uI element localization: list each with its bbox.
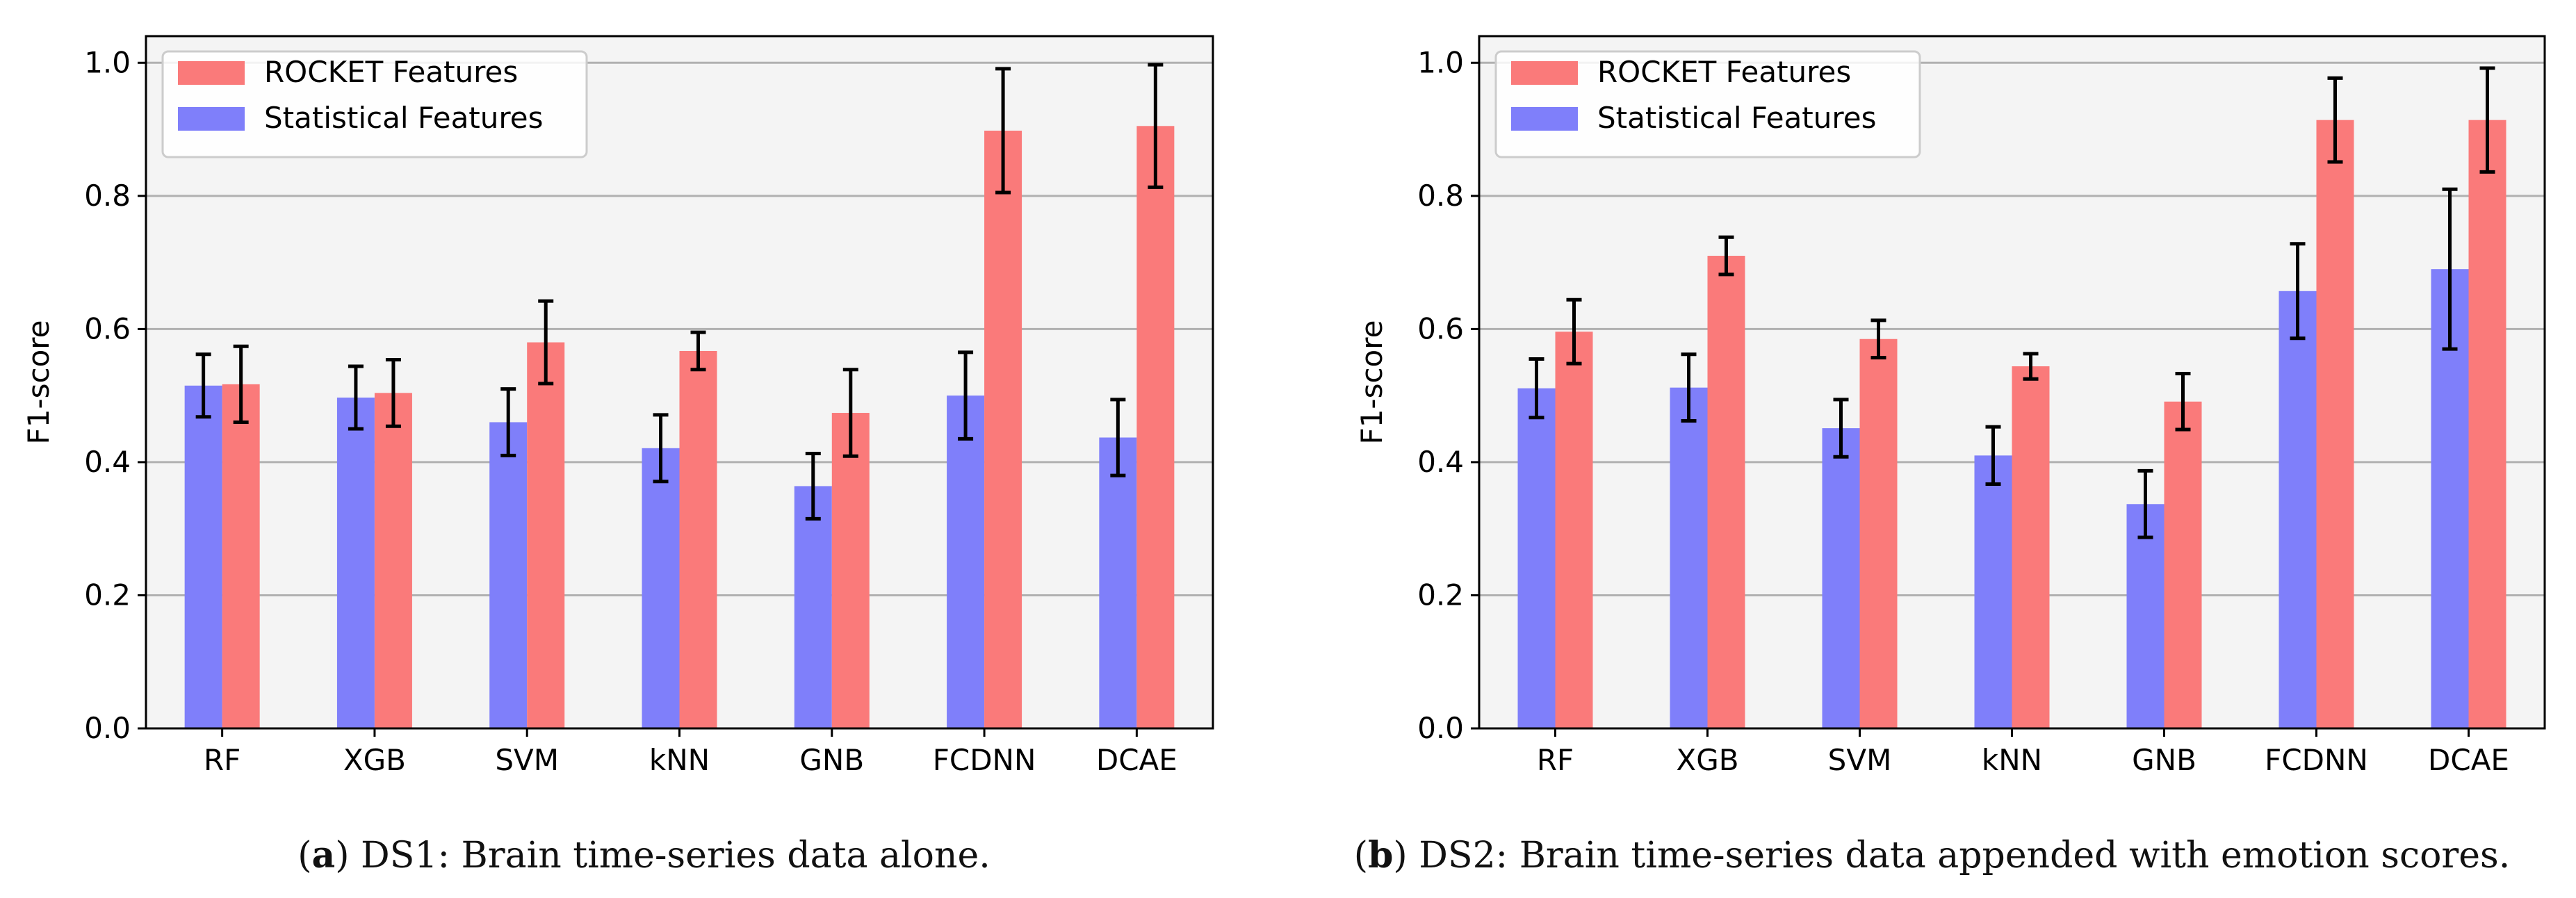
bar-statistical-rf [1517,388,1556,728]
legend: ROCKET Features Statistical Features [161,50,588,158]
bar-rocket-gnb [2164,401,2202,728]
y-tick-label: 0.2 [84,578,131,612]
bar-rocket-svm [1859,338,1898,728]
legend-box [161,50,588,158]
bar-rocket-fcdnn [2316,120,2354,728]
bar-rocket-xgb [1707,256,1745,728]
x-tick-label: FCDNN [2265,743,2368,777]
caption-a-letter: a [311,834,336,876]
bar-rocket-gnb [831,413,870,728]
bar-rocket-knn [2012,366,2050,728]
x-tick-label: DCAE [1096,743,1177,777]
y-tick-label: 0.6 [1417,311,1464,345]
caption-b-text: DS2: Brain time-series data appended wit… [1419,835,2511,876]
legend-swatch-statistical [1511,107,1578,131]
caption-b-letter: b [1368,834,1394,876]
axes-frame [145,35,1214,730]
x-tick-label: FCDNN [933,743,1036,777]
y-tick-label: 0.4 [1417,445,1464,479]
y-tick-label: 0.8 [84,179,131,213]
bar-rocket-xgb [374,393,412,728]
axes-frame [1478,35,2546,730]
x-tick-label: SVM [495,743,559,777]
chart-a-svg: 0.0 0.2 0.4 0.6 0.8 1.0 RF XGB SVM kNN GNB FCDNN DCA… [22,35,1214,777]
bar-rocket-rf [1555,332,1593,728]
y-tick-label: 0.4 [84,445,131,479]
y-axis-label: F1-score [1355,320,1389,445]
x-tick-label: XGB [1676,743,1738,777]
caption-b: (b) DS2: Brain time-series data appended… [1353,834,2511,876]
legend-label: ROCKET Features [264,55,518,89]
bar-rocket-dcae [1136,126,1175,729]
bar-statistical-gnb [2126,504,2165,728]
legend-swatch-rocket [178,61,245,85]
legend-swatch-rocket [1511,61,1578,85]
bar-statistical-svm [1822,428,1860,728]
chart-b-svg: 0.0 0.2 0.4 0.6 0.8 1.0 RF XGB SVM kNN GNB FCDNN DCA… [1355,35,2546,777]
bar-statistical-xgb [1670,387,1708,728]
bar-rocket-knn [679,350,717,728]
y-tick-label: 0.2 [1417,578,1464,612]
x-tick-label: RF [204,743,241,777]
x-tick-label: GNB [799,743,864,777]
caption-a: (a) DS1: Brain time-series data alone. [297,834,991,876]
x-tick-label: XGB [343,743,406,777]
bar-statistical-fcdnn [947,395,985,728]
y-tick-label: 0.6 [84,311,131,345]
caption-a-text: DS1: Brain time-series data alone. [361,835,991,876]
y-tick-label: 0.8 [1417,179,1464,213]
bar-rocket-fcdnn [984,130,1022,728]
x-tick-label: SVM [1828,743,1892,777]
bar-statistical-xgb [336,398,375,728]
x-tick-label: kNN [649,743,710,777]
legend-label: Statistical Features [264,101,543,135]
bar-rocket-svm [527,342,565,728]
bar-statistical-knn [1974,455,2012,728]
bar-rocket-dcae [2468,120,2506,728]
y-axis-label: F1-score [22,320,56,445]
x-tick-label: kNN [1982,743,2042,777]
bar-statistical-knn [642,448,680,728]
legend-box [1494,50,1921,158]
legend: ROCKET Features Statistical Features [1494,50,1921,158]
y-tick-label: 1.0 [84,45,131,79]
legend-swatch-statistical [178,107,245,131]
bar-statistical-fcdnn [2279,291,2317,728]
bar-statistical-dcae [1099,437,1137,728]
y-tick-label: 0.0 [1417,711,1464,745]
bar-rocket-rf [222,384,260,728]
x-tick-label: GNB [2132,743,2196,777]
bar-statistical-gnb [794,486,832,728]
bar-statistical-svm [489,422,528,728]
x-tick-label: RF [1537,743,1574,777]
y-tick-label: 1.0 [1417,45,1464,79]
legend-label: Statistical Features [1597,101,1876,135]
chart-panel-a: 0.0 0.2 0.4 0.6 0.8 1.0 RF XGB SVM kNN GNB FCDNN DCA… [22,35,1214,876]
legend-label: ROCKET Features [1597,55,1851,89]
bar-statistical-rf [184,385,222,728]
y-tick-label: 0.0 [84,711,131,745]
chart-panel-b: 0.0 0.2 0.4 0.6 0.8 1.0 RF XGB SVM kNN GNB FCDNN DCA… [1288,0,2576,898]
x-tick-label: DCAE [2428,743,2509,777]
